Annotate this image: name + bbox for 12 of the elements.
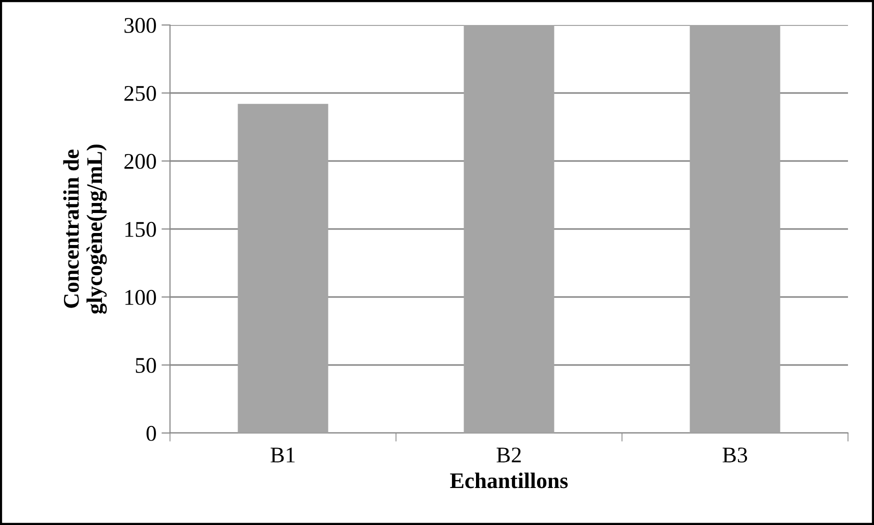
x-tick-label: B1 <box>270 448 295 462</box>
y-axis-title: Concentratiin de glycogène(µg/mL) <box>63 144 107 314</box>
y-tick-label: 50 <box>136 358 156 373</box>
y-tick-label: 100 <box>125 290 156 305</box>
y-tick-label: 200 <box>124 154 156 169</box>
x-axis-title: Echantillons <box>450 472 568 488</box>
y-tick-label: 250 <box>124 86 156 101</box>
y-tick-label: 150 <box>125 222 156 237</box>
x-tick-label: B2 <box>496 448 521 462</box>
x-tick-label: B3 <box>722 448 748 463</box>
y-tick-label: 300 <box>124 18 156 33</box>
y-tick-label: 0 <box>146 426 156 441</box>
